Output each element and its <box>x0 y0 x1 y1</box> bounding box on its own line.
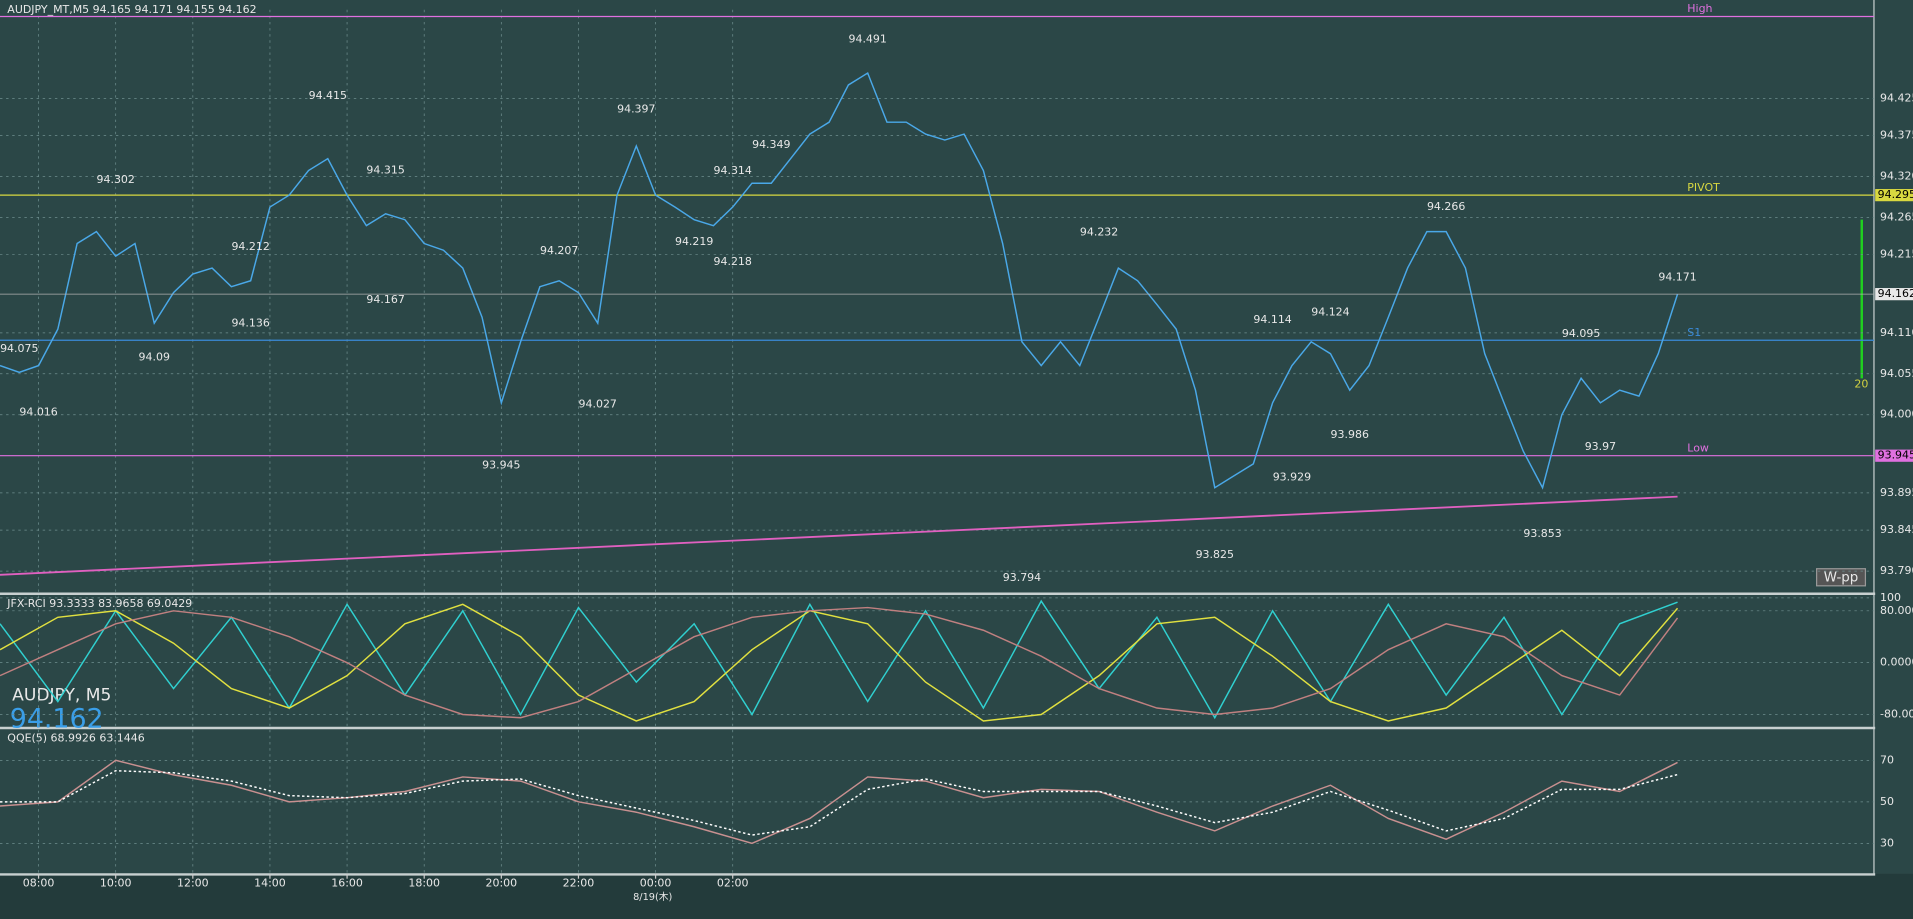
level-price: 94.295 <box>1878 188 1913 201</box>
price-annotation: 94.114 <box>1253 313 1291 326</box>
level-price-box <box>1875 449 1913 462</box>
price-annotation: 93.945 <box>482 458 520 471</box>
price-annotation: 93.97 <box>1585 440 1616 453</box>
moving-average <box>0 495 1678 576</box>
series-line <box>0 599 1678 720</box>
price-annotation: 94.09 <box>139 351 170 364</box>
level-name: Low <box>1687 441 1709 454</box>
y-tick-label: 50 <box>1880 795 1894 808</box>
price-annotation: 94.218 <box>714 255 752 268</box>
wpp-button-label[interactable]: W-pp <box>1824 570 1859 585</box>
y-tick-label: 94.425 <box>1880 91 1913 104</box>
x-tick-label: 00:00 <box>640 877 672 890</box>
y-tick-label: 94.055 <box>1880 367 1913 380</box>
price-annotation: 93.853 <box>1523 527 1561 540</box>
chart-title: AUDJPY_MT,M5 94.165 94.171 94.155 94.162 <box>7 3 256 16</box>
series-line <box>0 603 1679 722</box>
last-price-box <box>1875 288 1913 301</box>
big-price: 94.162 <box>10 704 104 735</box>
price-annotation: 94.095 <box>1562 327 1600 340</box>
price-annotation: 93.929 <box>1273 470 1311 483</box>
price-annotation: 94.415 <box>309 89 347 102</box>
time-axis-area <box>0 873 1913 919</box>
price-annotation: 93.794 <box>1003 571 1041 584</box>
price-annotation: 94.075 <box>0 342 38 355</box>
x-tick-label: 14:00 <box>254 877 286 890</box>
price-annotation: 94.219 <box>675 235 713 248</box>
x-tick-label: 22:00 <box>563 877 595 890</box>
level-price-box <box>1875 189 1913 202</box>
y-tick-label: 94.375 <box>1880 129 1913 142</box>
price-annotation: 94.212 <box>231 240 269 253</box>
price-annotation: 94.171 <box>1658 271 1696 284</box>
price-annotation: 94.314 <box>714 164 752 177</box>
x-tick-label: 10:00 <box>100 877 132 890</box>
y-tick-label: 70 <box>1880 753 1894 766</box>
price-annotation: 93.986 <box>1331 428 1369 441</box>
series-line <box>0 769 1678 836</box>
wpp-button[interactable] <box>1816 568 1867 587</box>
price-annotation: 94.167 <box>366 293 404 306</box>
y-tick-label: 93.845 <box>1880 523 1913 536</box>
price-annotation: 94.207 <box>540 244 578 257</box>
price-annotation: 94.349 <box>752 138 790 151</box>
series-line <box>0 606 1679 719</box>
price-annotation: 94.124 <box>1311 306 1349 319</box>
y-tick-label: 30 <box>1880 836 1894 849</box>
last-price: 94.162 <box>1878 287 1913 300</box>
x-tick-label: 02:00 <box>717 877 749 890</box>
y-tick-label: 94.110 <box>1880 326 1913 339</box>
range-label: 20 <box>1854 377 1868 390</box>
x-tick-label: 12:00 <box>177 877 209 890</box>
x-tick-label: 20:00 <box>486 877 518 890</box>
level-name: S1 <box>1687 326 1701 339</box>
y-tick-label: 100 <box>1880 591 1901 604</box>
price-annotation: 94.491 <box>848 32 886 45</box>
level-name: High <box>1687 2 1712 15</box>
y-tick-label: 94.265 <box>1880 210 1913 223</box>
date-label: 8/19(木) <box>633 891 672 903</box>
price-annotation: 94.136 <box>231 316 269 329</box>
level-name: PIVOT <box>1687 181 1720 194</box>
series-line <box>0 71 1679 490</box>
x-tick-label: 18:00 <box>408 877 440 890</box>
level-price: 93.945 <box>1878 449 1913 462</box>
price-annotation: 94.027 <box>579 397 617 410</box>
series-line <box>0 759 1678 845</box>
price-annotation: 94.302 <box>97 173 135 186</box>
x-tick-label: 08:00 <box>23 877 55 890</box>
y-tick-label: 94.320 <box>1880 170 1913 183</box>
y-tick-label: 93.895 <box>1880 486 1913 499</box>
y-tick-label: 94.215 <box>1880 248 1913 261</box>
price-annotation: 94.315 <box>366 163 404 176</box>
price-annotation: 94.397 <box>617 102 655 115</box>
price-annotation: 94.232 <box>1080 225 1118 238</box>
y-tick-label: 94.000 <box>1880 408 1913 421</box>
price-annotation: 93.825 <box>1196 548 1234 561</box>
rci-title: JFX-RCI 93.3333 83.9658 69.0429 <box>6 597 192 610</box>
y-tick-label: 93.790 <box>1880 564 1913 577</box>
price-annotation: 94.266 <box>1427 200 1465 213</box>
x-tick-label: 16:00 <box>331 877 363 890</box>
qqe-title: QQE(5) 68.9926 63.1446 <box>7 731 144 744</box>
price-annotation: 94.016 <box>19 406 57 419</box>
